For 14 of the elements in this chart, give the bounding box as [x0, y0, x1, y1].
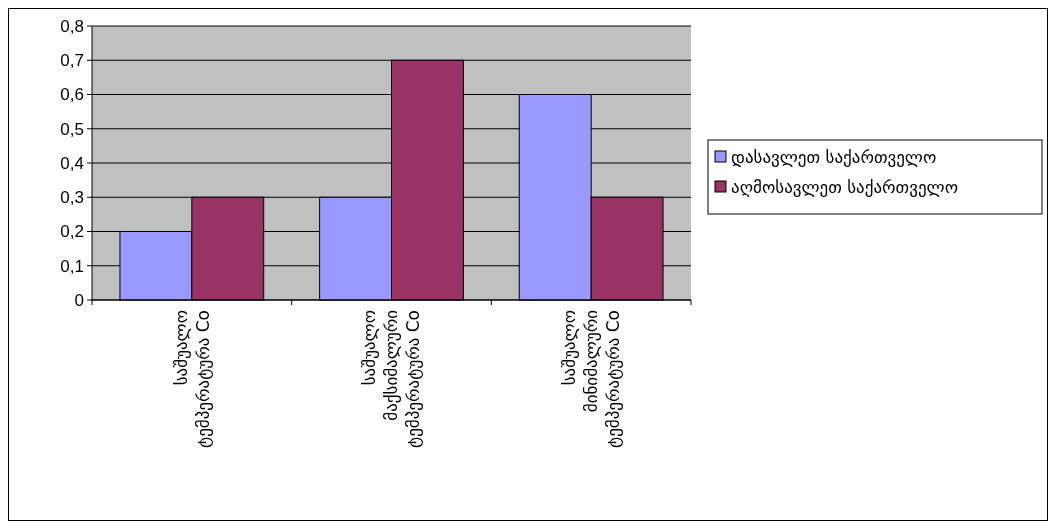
legend-label: დასავლეთ საქართველო: [731, 146, 937, 167]
x-tick-label: საშუალო მაქსიმალური ტემპერატურა Co: [359, 310, 424, 448]
y-tick-label: 0,1: [60, 256, 84, 276]
y-tick-label: 0,6: [60, 85, 84, 105]
legend-label: აღმოსავლეთ საქართველო: [731, 176, 959, 197]
x-tick-label: საშუალო ტემპერატურა Co: [170, 310, 213, 448]
y-tick-label: 0,3: [60, 188, 84, 208]
y-tick-label: 0,4: [60, 153, 84, 173]
y-tick-label: 0,7: [60, 51, 84, 71]
y-tick-label: 0,8: [60, 16, 84, 36]
x-tick-label: საშუალო მინიმალური ტემპერატურა Co: [559, 310, 624, 448]
y-tick-label: 0,2: [60, 222, 84, 242]
y-tick-label: 0,5: [60, 119, 84, 139]
y-tick-label: 0: [74, 290, 84, 310]
